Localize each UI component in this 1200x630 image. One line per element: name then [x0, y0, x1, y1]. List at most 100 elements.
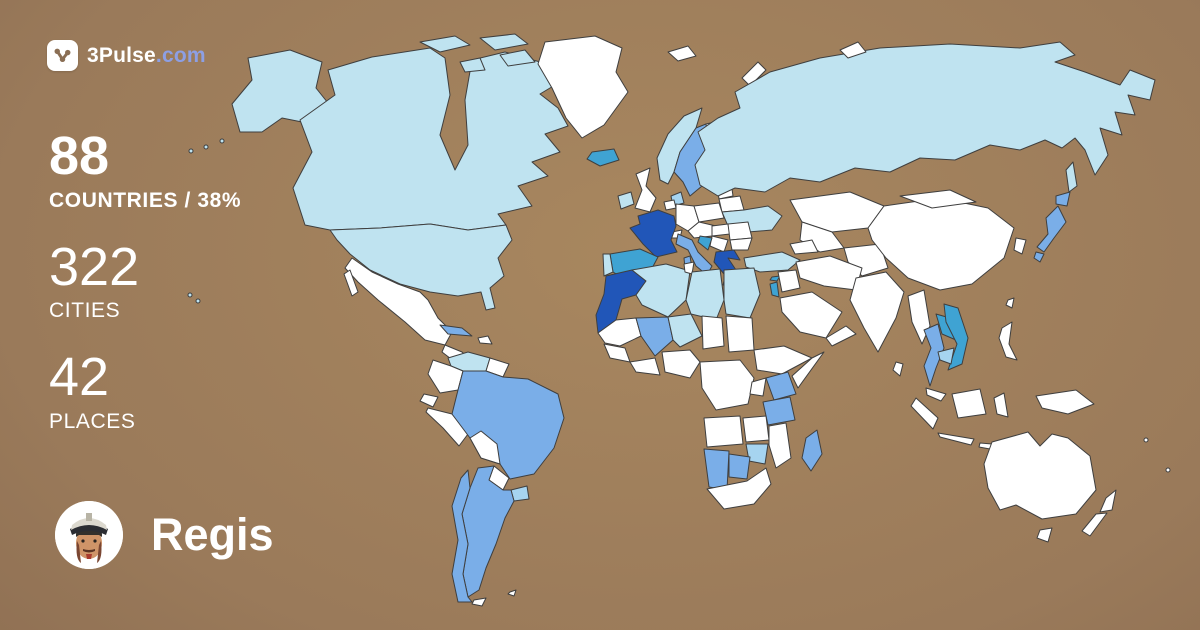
- aleutian-island: [188, 148, 194, 154]
- country-south-africa: [706, 467, 772, 510]
- country-libya: [685, 268, 725, 321]
- arctic-island: [479, 33, 529, 51]
- cyprus-island: [769, 275, 781, 282]
- countries-value: 88: [49, 126, 110, 186]
- benelux: [663, 199, 677, 211]
- country-japan: [1036, 205, 1067, 253]
- new-zealand-south: [1081, 512, 1108, 537]
- country-niger: [667, 313, 703, 348]
- arctic-island: [839, 41, 867, 59]
- svalbard: [667, 45, 697, 62]
- country-cuba: [439, 324, 473, 337]
- country-namibia: [703, 448, 730, 491]
- country-china: [867, 197, 1015, 291]
- logo[interactable]: 3Pulse.com: [47, 40, 206, 71]
- new-guinea: [1035, 389, 1095, 415]
- west-africa: [603, 343, 631, 363]
- country-bolivia: [469, 430, 501, 465]
- user-name: Regis: [151, 509, 274, 560]
- places-label: PLACES: [49, 410, 136, 434]
- pacific-island: [1165, 467, 1171, 473]
- map-countries: [187, 33, 1171, 607]
- country-angola: [703, 415, 744, 448]
- country-australia: [983, 431, 1097, 520]
- country-portugal: [602, 253, 614, 277]
- logo-text: 3Pulse.com: [87, 44, 206, 68]
- country-france: [629, 209, 678, 258]
- new-zealand-north: [1099, 489, 1117, 513]
- baja-peninsula: [343, 269, 359, 297]
- country-uk: [634, 167, 657, 213]
- places-value: 42: [49, 347, 110, 408]
- hawaii-island: [187, 292, 193, 298]
- country-mozambique: [768, 422, 792, 469]
- country-brazil: [451, 370, 565, 480]
- country-sudan: [725, 315, 755, 353]
- falkland-islands: [507, 589, 517, 597]
- syria-jordan: [777, 269, 801, 293]
- country-india: [849, 271, 905, 353]
- user-avatar: [55, 501, 123, 569]
- borneo-island: [951, 388, 987, 419]
- country-zambia: [742, 415, 770, 443]
- balkans: [709, 235, 729, 253]
- country-chad: [701, 315, 725, 350]
- novaya-zemlya: [741, 61, 767, 87]
- country-croatia: [697, 235, 713, 251]
- cities-value: 322: [49, 236, 140, 297]
- country-botswana: [728, 453, 751, 480]
- west-africa: [629, 357, 661, 376]
- country-greece: [713, 249, 741, 275]
- country-mali: [635, 316, 674, 357]
- country-chile: [451, 469, 473, 603]
- sri-lanka: [892, 361, 904, 377]
- arctic-island: [459, 57, 486, 73]
- stats-panel: 88 COUNTRIES / 38% 322 CITIES 42 PLACES: [49, 128, 241, 460]
- arctic-island: [499, 49, 536, 67]
- country-nigeria: [661, 349, 701, 379]
- pacific-island: [1143, 437, 1149, 443]
- java-island: [937, 432, 975, 446]
- 3pulse-logo-icon: [47, 40, 78, 71]
- country-poland: [693, 202, 725, 223]
- taiwan-island: [1005, 297, 1015, 309]
- country-vietnam: [943, 303, 969, 371]
- country-alaska: [231, 49, 333, 133]
- country-somalia: [791, 351, 825, 389]
- arabian-peninsula: [779, 291, 843, 339]
- aleutian-island: [219, 138, 225, 144]
- hungary-slovakia: [711, 223, 731, 237]
- profile: Regis: [55, 501, 274, 569]
- country-tanzania: [762, 396, 796, 426]
- countries-label: COUNTRIES / 38%: [49, 188, 242, 212]
- country-kenya: [765, 371, 797, 401]
- hispaniola-island: [477, 335, 493, 345]
- logo-tld: .com: [155, 43, 206, 67]
- aleutian-island: [203, 144, 209, 150]
- tasmania-island: [1036, 527, 1053, 543]
- country-romania: [727, 221, 753, 241]
- sakhalin-island: [1065, 161, 1078, 193]
- central-africa: [699, 359, 755, 411]
- country-madagascar: [801, 429, 823, 472]
- hawaii-island: [195, 298, 201, 304]
- arctic-island: [419, 35, 471, 53]
- cities-label: CITIES: [49, 299, 121, 323]
- country-russia: [694, 41, 1156, 197]
- country-iceland: [586, 148, 620, 167]
- hokkaido-island: [1055, 191, 1071, 207]
- country-greenland: [537, 35, 629, 139]
- country-belarus: [718, 195, 745, 213]
- country-ecuador: [419, 393, 439, 408]
- country-norway: [656, 107, 703, 185]
- country-cambodia: [937, 347, 955, 365]
- country-canada: [292, 47, 569, 231]
- country-ethiopia: [753, 345, 813, 375]
- kyushu-island: [1033, 251, 1045, 263]
- country-thailand: [923, 323, 945, 387]
- caucasus: [789, 239, 819, 255]
- stat-countries: 88 COUNTRIES / 38%: [49, 128, 241, 213]
- logo-name: 3Pulse: [87, 43, 156, 67]
